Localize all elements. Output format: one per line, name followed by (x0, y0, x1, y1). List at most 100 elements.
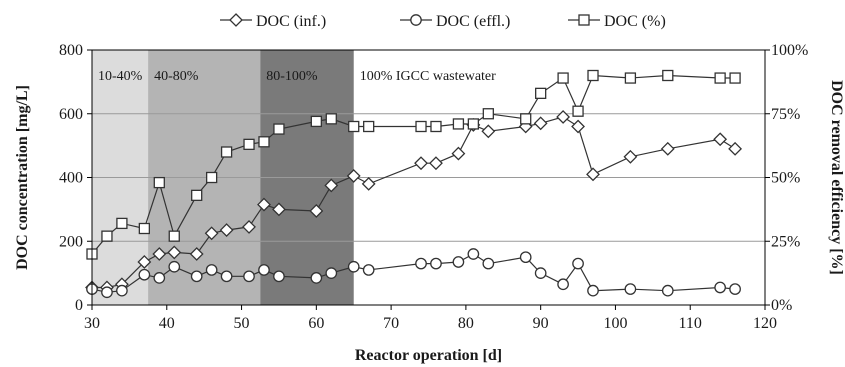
y2-tick-label: 0% (771, 297, 792, 314)
y2-axis-title: DOC removal efficiency [%] (828, 80, 845, 275)
data-point-doc (348, 120, 360, 133)
data-point-doc-effl (190, 270, 203, 283)
data-point-doc (729, 72, 741, 84)
x-tick-label: 50 (234, 315, 250, 332)
region-label-80-100: 80-100% (266, 69, 318, 84)
data-point-doc (220, 146, 233, 158)
gridlines (92, 113, 765, 242)
data-point-doc-effl (624, 283, 637, 295)
data-point-doc (168, 230, 180, 242)
data-point-doc-effl (153, 272, 166, 284)
data-point-doc-inf (272, 202, 286, 217)
legend-marker-square (578, 14, 590, 26)
series-layer (85, 69, 743, 299)
data-point-doc-effl (729, 283, 741, 295)
data-point-doc-effl (430, 257, 442, 270)
legend-item-doc-effl: DOC (effl.) (400, 13, 510, 30)
data-point-doc-inf (660, 141, 675, 156)
data-point-doc (714, 72, 726, 84)
data-point-doc-inf (189, 247, 204, 261)
legend-label: DOC (inf.) (256, 13, 326, 30)
data-point-doc-inf (361, 176, 376, 191)
data-point-doc (467, 118, 480, 130)
data-point-doc-effl (557, 278, 569, 291)
data-point-doc-inf (152, 247, 167, 261)
data-point-doc (415, 120, 427, 133)
data-point-doc-effl (205, 264, 218, 276)
data-point-doc (535, 87, 547, 99)
data-point-doc-inf (571, 119, 585, 134)
data-point-doc-inf (324, 178, 339, 193)
legend-marker-circle (410, 14, 422, 26)
data-point-doc-inf (451, 146, 466, 161)
data-point-doc-effl (168, 260, 181, 273)
data-point-doc (557, 72, 569, 84)
data-point-doc-effl (714, 281, 726, 294)
data-point-doc-effl (362, 264, 375, 276)
data-point-doc-inf (309, 204, 324, 218)
x-axis-title: Reactor operation [d] (355, 347, 502, 364)
y-tick-label: 600 (59, 106, 83, 123)
data-point-doc (325, 113, 337, 125)
region-label-100-igcc-wastewater: 100% IGCC wastewater (360, 69, 496, 84)
data-point-doc-effl (310, 272, 323, 284)
data-point-doc-inf (556, 110, 571, 124)
region-label-40-80: 40-80% (154, 69, 199, 84)
data-point-doc-effl (519, 251, 532, 264)
data-point-doc (153, 176, 165, 189)
x-tick-label: 110 (679, 315, 702, 332)
legend-label: DOC (%) (604, 13, 666, 30)
data-point-doc-inf (242, 219, 256, 234)
legend-label: DOC (effl.) (436, 13, 510, 30)
data-point-doc-effl (243, 270, 255, 283)
data-point-doc-effl (452, 256, 465, 268)
y-tick-label: 200 (59, 233, 83, 250)
region-label-10-40: 10-40% (98, 69, 143, 84)
x-tick-label: 40 (159, 315, 175, 332)
x-tick-label: 60 (308, 315, 324, 332)
data-point-doc (572, 105, 584, 117)
data-point-doc (273, 123, 285, 135)
legend-marker-diamond (229, 13, 243, 27)
y2-tick-label: 75% (771, 106, 800, 123)
data-point-doc (101, 230, 113, 242)
data-point-doc-effl (415, 257, 427, 270)
data-point-doc (662, 69, 674, 82)
data-point-doc-inf (167, 245, 182, 260)
x-tick-label: 30 (84, 315, 100, 332)
data-point-doc (205, 171, 218, 184)
data-point-doc-effl (572, 257, 584, 270)
legend: DOC (inf.) DOC (effl.) DOC (%) (220, 13, 666, 30)
series-doc-effl (86, 248, 741, 299)
data-point-doc-effl (347, 260, 360, 273)
axes-layer: 30 40 50 60 70 80 90 100 110 120 0 200 400 600 800 0% 25… (14, 42, 845, 364)
y2-tick-label: 50% (771, 170, 800, 187)
series-line-doc (91, 74, 736, 255)
legend-item-doc-inf: DOC (inf.) (220, 13, 326, 30)
data-point-doc (520, 113, 532, 125)
data-point-doc (363, 120, 375, 133)
data-point-doc (430, 120, 442, 133)
data-point-doc-inf (533, 116, 548, 131)
x-tick-label: 70 (383, 315, 399, 332)
data-point-doc-effl (273, 270, 285, 283)
data-point-doc (624, 72, 637, 84)
data-point-doc-effl (101, 286, 113, 299)
data-point-doc-effl (534, 267, 547, 279)
y-tick-label: 400 (59, 170, 83, 187)
data-point-doc (482, 108, 494, 120)
x-tick-label: 120 (753, 315, 777, 332)
y-tick-label: 800 (59, 42, 83, 59)
data-point-doc (191, 189, 203, 202)
data-point-doc (116, 217, 128, 230)
data-point-doc (138, 222, 150, 235)
data-point-doc-inf (623, 149, 638, 164)
data-point-doc-inf (728, 141, 743, 156)
legend-item-doc: DOC (%) (568, 13, 666, 30)
y2-tick-label: 25% (771, 233, 800, 250)
y-axis-title: DOC concentration [mg/L] (14, 85, 31, 270)
data-point-doc-inf (586, 167, 600, 182)
x-tick-label: 80 (458, 315, 474, 332)
